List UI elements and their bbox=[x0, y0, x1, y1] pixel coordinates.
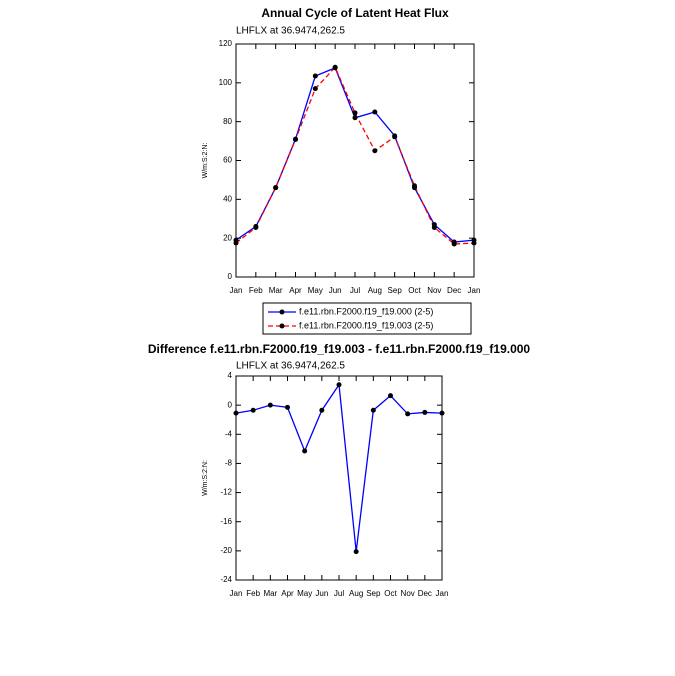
data-point bbox=[302, 448, 308, 454]
x-tick-label: Jun bbox=[329, 286, 342, 295]
x-tick-label: May bbox=[308, 286, 323, 295]
legend-label: f.e11.rbn.F2000.f19_f19.003 (2-5) bbox=[299, 320, 433, 330]
x-tick-label: Feb bbox=[246, 589, 260, 598]
data-point bbox=[431, 224, 437, 230]
data-point bbox=[352, 110, 358, 116]
legend-marker bbox=[279, 323, 285, 329]
data-point bbox=[319, 407, 325, 413]
legend-marker bbox=[279, 309, 285, 315]
y-tick-label: 20 bbox=[223, 233, 232, 242]
data-point bbox=[250, 407, 256, 413]
x-tick-label: Oct bbox=[408, 286, 421, 295]
x-tick-label: Dec bbox=[418, 589, 432, 598]
y-tick-label: -24 bbox=[220, 575, 232, 584]
x-tick-label: Jun bbox=[315, 589, 328, 598]
series-line bbox=[235, 66, 475, 245]
x-tick-label: Nov bbox=[427, 286, 441, 295]
y-axis-label: W/m:S:2:N: bbox=[202, 460, 209, 496]
data-point bbox=[285, 404, 290, 410]
y-tick-label: -4 bbox=[225, 429, 233, 438]
chart-subtitle: LHFLX at 36.9474,262.5 bbox=[236, 26, 345, 37]
plot-frame bbox=[235, 43, 475, 278]
data-point bbox=[332, 64, 338, 70]
chart-title: Difference f.e11.rbn.F2000.f19_f19.003 -… bbox=[148, 342, 531, 356]
x-tick-label: Jan bbox=[436, 589, 449, 598]
x-tick-label: Aug bbox=[349, 589, 363, 598]
x-tick-label: Jan bbox=[468, 286, 481, 295]
x-tick-label: Apr bbox=[281, 589, 294, 598]
x-tick-label: Sep bbox=[366, 589, 381, 598]
data-point bbox=[267, 402, 273, 408]
y-tick-label: 4 bbox=[228, 371, 233, 380]
x-tick-label: Jan bbox=[230, 286, 243, 295]
y-axis-label: W/m:S:2:N: bbox=[202, 143, 209, 179]
y-tick-label: -20 bbox=[220, 546, 232, 555]
x-tick-label: Feb bbox=[249, 286, 263, 295]
data-point bbox=[352, 115, 358, 121]
data-point bbox=[293, 137, 298, 143]
y-tick-label: 120 bbox=[219, 39, 233, 48]
data-point bbox=[370, 407, 376, 413]
x-tick-label: Jan bbox=[230, 589, 243, 598]
y-tick-label: -8 bbox=[225, 459, 233, 468]
data-point bbox=[412, 183, 417, 189]
data-point bbox=[233, 240, 239, 246]
x-tick-label: Nov bbox=[401, 589, 415, 598]
data-point bbox=[336, 382, 342, 388]
y-tick-label: 60 bbox=[223, 156, 232, 165]
data-point bbox=[312, 73, 318, 79]
y-tick-label: 0 bbox=[228, 400, 233, 409]
data-point bbox=[471, 240, 477, 246]
series-line bbox=[235, 382, 443, 552]
data-point bbox=[353, 549, 359, 555]
data-point bbox=[253, 224, 259, 230]
data-point bbox=[422, 409, 428, 415]
series-line bbox=[235, 67, 475, 243]
x-tick-label: Jul bbox=[334, 589, 344, 598]
data-point bbox=[439, 410, 445, 416]
data-point bbox=[372, 109, 378, 115]
data-point bbox=[405, 411, 411, 417]
y-tick-label: -12 bbox=[220, 488, 232, 497]
x-tick-label: Sep bbox=[388, 286, 403, 295]
legend-box bbox=[262, 302, 472, 335]
data-point bbox=[388, 393, 393, 399]
y-tick-label: -16 bbox=[220, 517, 232, 526]
data-point bbox=[451, 241, 457, 247]
data-point bbox=[233, 410, 239, 416]
x-tick-label: Mar bbox=[263, 589, 277, 598]
data-point bbox=[312, 86, 318, 92]
x-tick-label: Aug bbox=[368, 286, 382, 295]
legend-label: f.e11.rbn.F2000.f19_f19.000 (2-5) bbox=[299, 306, 433, 316]
x-tick-label: Jul bbox=[350, 286, 360, 295]
y-tick-label: 0 bbox=[228, 272, 233, 281]
chart-subtitle: LHFLX at 36.9474,262.5 bbox=[236, 361, 345, 372]
data-point bbox=[392, 134, 398, 140]
y-tick-label: 40 bbox=[223, 194, 232, 203]
x-tick-label: Apr bbox=[289, 286, 302, 295]
y-tick-label: 100 bbox=[219, 78, 233, 87]
y-tick-label: 80 bbox=[223, 117, 232, 126]
x-tick-label: Dec bbox=[447, 286, 461, 295]
x-tick-label: May bbox=[297, 589, 312, 598]
data-point bbox=[273, 185, 279, 191]
chart-title: Annual Cycle of Latent Heat Flux bbox=[261, 6, 449, 20]
data-point bbox=[372, 148, 378, 154]
x-tick-label: Mar bbox=[269, 286, 283, 295]
x-tick-label: Oct bbox=[384, 589, 397, 598]
